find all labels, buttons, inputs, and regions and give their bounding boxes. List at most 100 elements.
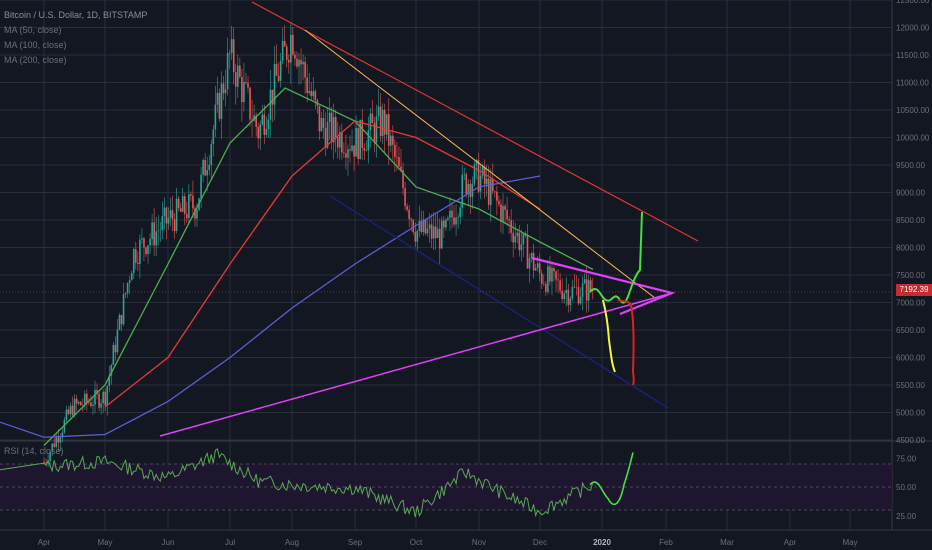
candle-body (349, 149, 351, 151)
candle-body (579, 296, 582, 304)
indicator-lines (0, 87, 594, 446)
candle-body (279, 60, 282, 81)
candle-body (514, 236, 517, 243)
candle-body (369, 113, 372, 131)
price-axis-label: 7500.00 (896, 271, 925, 280)
candle-body (214, 104, 217, 130)
candle-body (498, 200, 500, 205)
candle-body (222, 83, 225, 94)
candle-body (61, 432, 64, 438)
candle-body (528, 258, 531, 269)
candle-body (81, 405, 84, 406)
candle-body (59, 437, 62, 443)
candle-body (257, 126, 259, 139)
candle-body (377, 106, 380, 117)
candle-body (130, 273, 133, 281)
bullish-projection (589, 211, 643, 304)
price-axis-label: 11000.00 (896, 79, 929, 88)
candle-body (463, 174, 466, 175)
candle-body (151, 222, 153, 240)
candle-body (92, 404, 94, 407)
rsi-line (0, 448, 594, 518)
candle-body (304, 61, 306, 78)
candle-body (259, 124, 262, 139)
candle-body (86, 393, 88, 403)
candle-body (106, 386, 109, 406)
candle-body (418, 220, 421, 231)
candle-body (422, 219, 425, 232)
candle-body (161, 216, 164, 231)
candle-body (479, 175, 482, 192)
candle-body (306, 77, 308, 93)
candle-body (132, 249, 135, 274)
candle-body (218, 92, 221, 119)
triangle-pattern (531, 256, 676, 316)
time-axis-label: Apr (38, 538, 51, 547)
candle-body (438, 228, 441, 249)
candle-body (330, 112, 333, 143)
candle-body (424, 219, 427, 234)
candle-body (359, 119, 361, 160)
candle-body (188, 194, 190, 219)
candle-body (465, 174, 468, 195)
candle-body (381, 109, 384, 137)
candle-body (296, 58, 298, 67)
candle-body (428, 224, 431, 229)
candle-body (173, 219, 176, 231)
candle-body (569, 298, 572, 305)
candle-body (171, 210, 174, 220)
time-axis-label: Feb (659, 538, 673, 547)
candle-body (547, 266, 549, 292)
candle-body (457, 216, 459, 218)
candle-body (585, 279, 588, 301)
price-axis-label: 12500.00 (896, 0, 930, 5)
candle-body (365, 150, 368, 151)
candle-body (141, 238, 143, 240)
time-axis-label: Apr (784, 538, 797, 547)
candle-body (494, 191, 496, 192)
candle-body (159, 230, 162, 231)
rsi-projection (589, 452, 634, 506)
candle-body (267, 119, 270, 130)
candle-body (243, 81, 245, 103)
candle-body (375, 116, 378, 143)
candle-body (447, 217, 449, 220)
candle-body (345, 153, 347, 158)
candle-body (167, 217, 170, 224)
candle-body (426, 228, 429, 234)
candle-body (96, 389, 98, 394)
candle-body (473, 164, 476, 184)
candle-body (469, 183, 472, 198)
candle-body (116, 329, 119, 353)
candle-body (283, 40, 286, 47)
candle-body (518, 232, 521, 251)
candle-body (543, 283, 545, 285)
candle-body (357, 128, 359, 160)
time-axis-label: 2020 (593, 538, 611, 547)
candle-body (347, 149, 349, 158)
candle-body (314, 91, 317, 101)
candle-body (292, 34, 294, 55)
time-axis-label: Jun (162, 538, 175, 547)
candle-body (234, 72, 237, 87)
candle-body (540, 273, 543, 284)
candle-body (526, 235, 529, 269)
candle-body (145, 247, 147, 255)
price-axis-label: 5500.00 (896, 381, 925, 390)
time-axis-label: Jul (225, 538, 235, 547)
candle-body (177, 198, 180, 208)
ma-line-100 (104, 120, 541, 408)
candle-body (328, 112, 331, 123)
candle-body (487, 178, 490, 205)
candle-body (232, 39, 235, 73)
candle-body (69, 405, 72, 414)
resistance-trendline (251, 1, 699, 242)
price-axis-label: 9000.00 (896, 189, 925, 198)
time-axis-label: Mar (720, 538, 734, 547)
candle-body (196, 210, 198, 219)
candle-body (100, 403, 102, 408)
candle-body (122, 294, 125, 325)
candle-body (143, 238, 145, 248)
candle-body (288, 59, 290, 63)
